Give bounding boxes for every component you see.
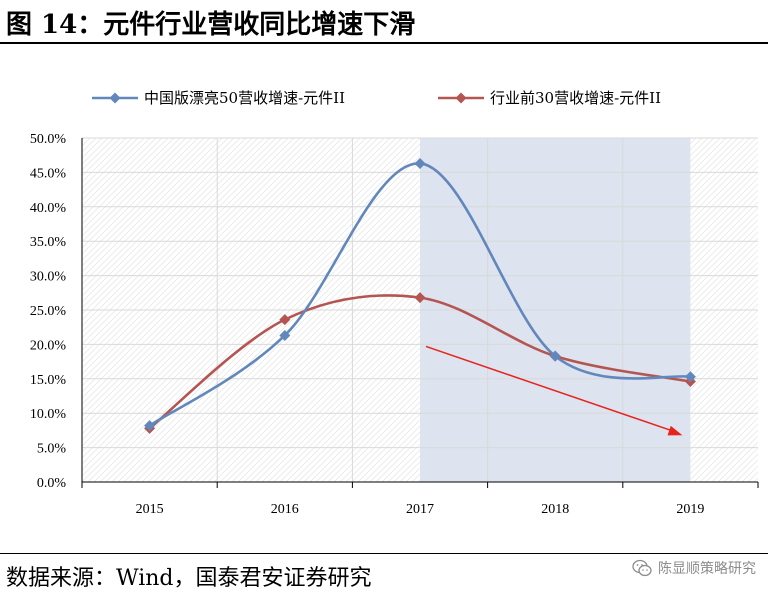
legend-marker — [109, 92, 121, 104]
line-chart: 中国版漂亮50营收增速-元件II 行业前30营收增速-元件II 0.0% 5.0% 1… — [30, 89, 759, 517]
y-tick-label: 25.0% — [30, 304, 67, 319]
y-tick-label: 45.0% — [30, 166, 67, 181]
x-tick-label: 2016 — [271, 502, 299, 517]
y-tick-label: 15.0% — [30, 373, 67, 388]
data-point — [144, 420, 156, 432]
legend-item-2: 行业前30营收增速-元件II — [438, 89, 661, 107]
data-point — [279, 329, 291, 341]
x-tick-label: 2017 — [406, 502, 434, 517]
x-tick-label: 2018 — [541, 502, 569, 517]
data-point — [279, 314, 291, 326]
y-tick-label: 35.0% — [30, 235, 67, 250]
y-tick-label: 30.0% — [30, 270, 67, 285]
watermark-text: 陈显顺策略研究 — [658, 561, 756, 577]
watermark: 陈显顺策略研究 — [632, 554, 756, 582]
chart-legend: 中国版漂亮50营收增速-元件II 行业前30营收增速-元件II — [92, 89, 661, 107]
source-note: 数据来源：Wind，国泰君安证券研究 — [6, 566, 372, 591]
legend-label: 中国版漂亮50营收增速-元件II — [144, 89, 345, 107]
title-divider — [0, 42, 768, 44]
data-point — [414, 292, 426, 304]
x-tick-label: 2019 — [676, 502, 704, 517]
y-tick-label: 0.0% — [37, 476, 67, 491]
legend-label: 行业前30营收增速-元件II — [490, 89, 661, 107]
y-tick-label: 40.0% — [30, 201, 67, 216]
y-tick-label: 20.0% — [30, 338, 67, 353]
data-point — [684, 371, 696, 383]
y-tick-label: 5.0% — [37, 442, 67, 457]
legend-item-1: 中国版漂亮50营收增速-元件II — [92, 89, 345, 107]
y-tick-label: 50.0% — [30, 132, 67, 147]
arrow-shaft — [425, 345, 671, 431]
data-point — [549, 350, 561, 362]
wechat-icon — [632, 559, 652, 577]
y-tick-label: 10.0% — [30, 407, 67, 422]
x-tick-label: 2015 — [136, 502, 164, 517]
legend-marker — [455, 92, 467, 104]
plot-area: 0.0% 5.0% 10.0% 15.0% 20.0% 25.0% 30.0% 35.0% 40… — [30, 132, 759, 517]
arrow-head — [667, 425, 683, 436]
trend-arrow — [425, 345, 683, 436]
data-point — [414, 157, 426, 169]
figure-title: 图 14：元件行业营收同比增速下滑 — [6, 10, 416, 40]
series-1 — [144, 157, 696, 432]
source-divider — [0, 553, 768, 554]
